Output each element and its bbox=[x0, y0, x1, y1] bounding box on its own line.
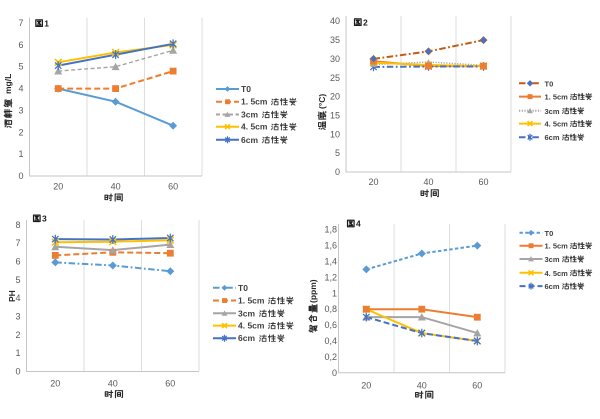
svg-text:0: 0 bbox=[332, 368, 337, 378]
svg-text:T0: T0 bbox=[238, 283, 248, 293]
svg-text:40: 40 bbox=[330, 16, 340, 26]
svg-text:1,4: 1,4 bbox=[324, 257, 337, 267]
svg-text:40: 40 bbox=[423, 177, 433, 187]
svg-text:1. 5cm: 1. 5cm bbox=[545, 93, 569, 102]
svg-text:0: 0 bbox=[18, 171, 23, 181]
svg-text:2: 2 bbox=[15, 330, 20, 340]
svg-text:0,8: 0,8 bbox=[324, 304, 337, 314]
svg-text:4. 5cm: 4. 5cm bbox=[545, 269, 569, 278]
svg-text:(°C): (°C) bbox=[317, 94, 327, 109]
svg-text:3cm: 3cm bbox=[238, 308, 255, 318]
svg-text:T0: T0 bbox=[545, 229, 554, 238]
svg-text:60: 60 bbox=[168, 182, 178, 192]
svg-text:6cm: 6cm bbox=[545, 282, 560, 291]
svg-text:4: 4 bbox=[18, 84, 23, 94]
svg-text:(ppm): (ppm) bbox=[308, 279, 318, 303]
svg-text:35: 35 bbox=[330, 35, 340, 45]
svg-text:0,6: 0,6 bbox=[324, 320, 337, 330]
svg-text:4: 4 bbox=[15, 293, 20, 303]
svg-text:1: 1 bbox=[15, 348, 20, 358]
svg-text:8: 8 bbox=[15, 220, 20, 230]
svg-text:1. 5cm: 1. 5cm bbox=[241, 97, 268, 107]
svg-text:30: 30 bbox=[330, 54, 340, 64]
svg-text:3cm: 3cm bbox=[545, 107, 560, 116]
svg-text:6cm: 6cm bbox=[545, 133, 560, 142]
svg-text:2: 2 bbox=[363, 17, 368, 27]
svg-text:1: 1 bbox=[18, 149, 23, 159]
svg-text:PH: PH bbox=[7, 290, 17, 302]
svg-text:5: 5 bbox=[335, 148, 340, 158]
svg-text:4. 5cm: 4. 5cm bbox=[238, 321, 265, 331]
svg-text:25: 25 bbox=[330, 73, 340, 83]
svg-text:15: 15 bbox=[330, 111, 340, 121]
svg-text:20: 20 bbox=[50, 378, 60, 388]
svg-text:40: 40 bbox=[417, 380, 427, 390]
svg-text:60: 60 bbox=[165, 378, 175, 388]
svg-text:0,2: 0,2 bbox=[324, 352, 337, 362]
svg-text:T0: T0 bbox=[241, 84, 251, 94]
svg-text:5: 5 bbox=[15, 275, 20, 285]
svg-text:20: 20 bbox=[53, 182, 63, 192]
svg-text:4. 5cm: 4. 5cm bbox=[241, 122, 268, 132]
svg-text:0,4: 0,4 bbox=[324, 336, 337, 346]
svg-text:3cm: 3cm bbox=[241, 110, 258, 120]
svg-text:1: 1 bbox=[332, 288, 337, 298]
svg-text:1. 5cm: 1. 5cm bbox=[238, 296, 265, 306]
svg-text:6cm: 6cm bbox=[238, 333, 255, 343]
svg-text:40: 40 bbox=[108, 378, 118, 388]
svg-text:3: 3 bbox=[42, 214, 47, 224]
svg-text:0: 0 bbox=[335, 167, 340, 177]
svg-text:4: 4 bbox=[356, 219, 361, 229]
svg-text:6: 6 bbox=[15, 257, 20, 267]
svg-text:20: 20 bbox=[361, 380, 371, 390]
svg-text:40: 40 bbox=[111, 182, 121, 192]
svg-text:7: 7 bbox=[18, 18, 23, 28]
svg-text:6: 6 bbox=[18, 40, 23, 50]
svg-text:3: 3 bbox=[15, 312, 20, 322]
svg-text:4. 5cm: 4. 5cm bbox=[545, 120, 569, 129]
svg-text:7: 7 bbox=[15, 238, 20, 248]
svg-text:mg/L: mg/L bbox=[3, 74, 13, 94]
svg-text:10: 10 bbox=[330, 129, 340, 139]
svg-text:1,8: 1,8 bbox=[324, 225, 337, 235]
svg-text:2: 2 bbox=[18, 127, 23, 137]
svg-text:5: 5 bbox=[18, 62, 23, 72]
svg-text:20: 20 bbox=[368, 177, 378, 187]
svg-text:60: 60 bbox=[472, 380, 482, 390]
svg-text:60: 60 bbox=[478, 177, 488, 187]
svg-text:1. 5cm: 1. 5cm bbox=[545, 242, 569, 251]
svg-text:3: 3 bbox=[18, 105, 23, 115]
svg-text:3cm: 3cm bbox=[545, 255, 560, 264]
svg-text:1,2: 1,2 bbox=[324, 272, 337, 282]
svg-text:1: 1 bbox=[44, 18, 49, 28]
svg-text:1,6: 1,6 bbox=[324, 241, 337, 251]
svg-text:0: 0 bbox=[15, 367, 20, 377]
svg-text:20: 20 bbox=[330, 92, 340, 102]
svg-text:T0: T0 bbox=[545, 79, 554, 88]
svg-text:6cm: 6cm bbox=[241, 135, 258, 145]
